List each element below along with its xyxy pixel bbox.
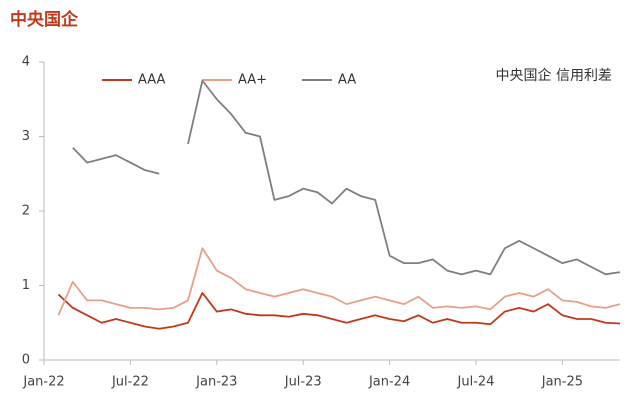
x-tick-label: Jan-25: [541, 375, 583, 390]
x-tick-label: Jul-22: [111, 375, 149, 390]
legend-label: AAA: [138, 73, 166, 88]
y-tick-label: 1: [22, 278, 30, 293]
x-tick-label: Jul-24: [457, 375, 495, 390]
y-tick-label: 0: [22, 353, 30, 368]
y-tick-label: 3: [22, 129, 30, 144]
x-tick-label: Jan-22: [22, 375, 64, 390]
y-tick-label: 2: [22, 204, 30, 219]
line-series: [57, 292, 621, 330]
line-series: [57, 247, 621, 316]
x-tick-label: Jan-24: [368, 375, 410, 390]
y-tick-label: 4: [22, 55, 30, 70]
x-tick-label: Jul-23: [284, 375, 322, 390]
x-tick-label: Jan-23: [195, 375, 237, 390]
chart-title: 中央国企: [10, 9, 79, 30]
line-series: [72, 79, 621, 276]
annotation: 中央国企 信用利差: [496, 67, 612, 84]
legend-label: AA: [338, 73, 356, 88]
legend-label: AA+: [238, 73, 267, 88]
